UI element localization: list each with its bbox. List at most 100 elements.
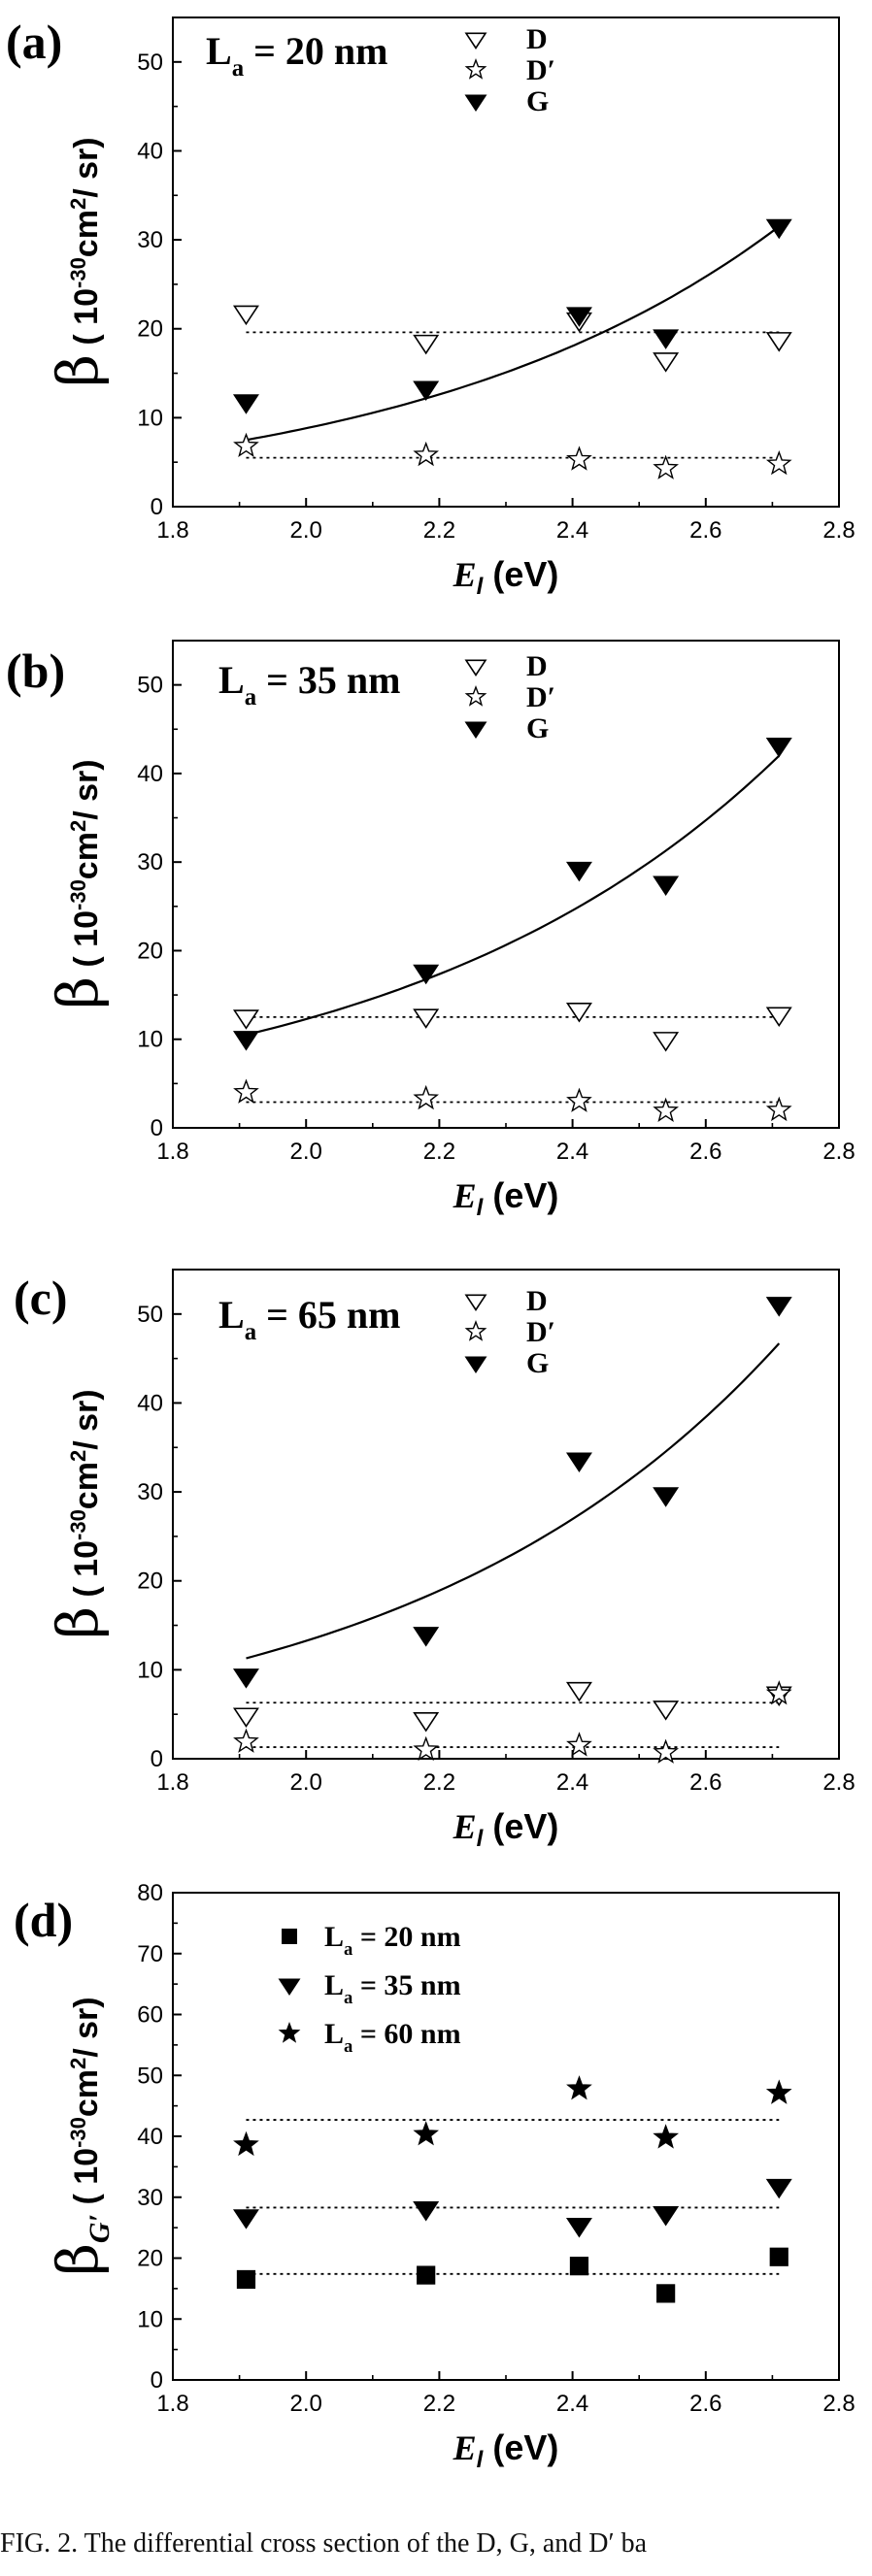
x-tick-label: 2.4 <box>556 1769 588 1796</box>
y-tick-label: 50 <box>137 1302 163 1328</box>
legend-marker <box>464 659 487 677</box>
data-point <box>413 2201 440 2222</box>
data-point <box>765 1680 792 1705</box>
y-tick-label: 30 <box>137 849 163 875</box>
data-point <box>413 1627 440 1647</box>
x-axis-label: El (eV) <box>453 2427 559 2473</box>
fit-curve-G <box>246 754 781 1037</box>
data-point <box>656 2284 676 2303</box>
data-point <box>566 446 592 471</box>
panel-label: (b) <box>6 644 65 698</box>
x-tick-label: 2.0 <box>290 2391 322 2417</box>
chart-panel-a: (a) 1.8 2.0 2.2 2.4 2.6 2.8 0 10 20 30 40 50 El (eV) β… <box>6 15 855 600</box>
data-point <box>769 2247 788 2266</box>
data-point <box>653 1701 680 1721</box>
y-tick-label: 10 <box>137 405 163 431</box>
y-tick-label: 40 <box>137 761 163 787</box>
data-point <box>413 380 440 401</box>
legend-marker <box>278 2022 301 2043</box>
data-point <box>653 1738 680 1764</box>
x-axis-label: El (eV) <box>453 1175 559 1221</box>
data-point <box>653 2206 680 2227</box>
data-point <box>413 1084 440 1110</box>
data-point <box>565 2217 592 2238</box>
data-point <box>765 332 792 352</box>
data-point <box>765 1096 792 1122</box>
legend: DD′G <box>464 650 555 744</box>
data-point <box>765 738 792 758</box>
data-point <box>232 305 259 326</box>
plot-frame <box>172 17 840 508</box>
legend-label: D <box>526 650 548 682</box>
y-tick-label: 20 <box>137 938 163 964</box>
y-tick-label: 60 <box>137 2002 163 2029</box>
y-tick-label: 20 <box>137 1569 163 1595</box>
x-tick-label: 2.4 <box>556 1139 588 1165</box>
legend-marker <box>464 1294 487 1311</box>
legend-label: La = 60 nm <box>324 2018 461 2057</box>
data-point <box>565 1452 592 1472</box>
legend-label: G <box>526 712 549 744</box>
y-tick-label: 20 <box>137 2246 163 2272</box>
size-annotation: La = 35 nm <box>218 658 400 710</box>
y-tick-label: 40 <box>137 1390 163 1416</box>
data-point <box>413 2121 439 2146</box>
data-point <box>566 1732 592 1757</box>
data-point <box>765 2079 792 2104</box>
data-point <box>653 329 680 349</box>
x-axis-label: El (eV) <box>453 554 559 600</box>
x-tick-label: 2.0 <box>290 1769 322 1796</box>
data-point <box>413 1008 440 1029</box>
data-point <box>765 449 792 476</box>
data-point <box>233 1078 259 1104</box>
legend-marker <box>464 1356 487 1373</box>
legend-label: La = 20 nm <box>324 1921 461 1960</box>
data-point <box>232 2209 259 2229</box>
y-axis-label: β ( 10-30cm2/ sr) <box>45 1389 111 1638</box>
legend-marker <box>464 32 487 50</box>
x-tick-label: 2.2 <box>423 1769 455 1796</box>
data-point <box>565 1681 592 1702</box>
legend-label: G <box>526 1347 549 1379</box>
legend: DD′G <box>464 23 555 117</box>
y-tick-label: 0 <box>151 494 163 520</box>
legend-marker <box>464 721 487 739</box>
y-tick-label: 30 <box>137 2185 163 2211</box>
y-tick-label: 0 <box>151 2367 163 2394</box>
legend-label: G <box>526 85 549 117</box>
x-tick-label: 1.8 <box>156 517 188 544</box>
y-tick-label: 50 <box>137 2063 163 2089</box>
data-point <box>653 352 680 373</box>
data-point <box>565 861 592 882</box>
y-tick-label: 30 <box>137 1479 163 1505</box>
data-point <box>565 1002 592 1023</box>
x-tick-label: 2.2 <box>423 2391 455 2417</box>
data-point <box>765 1007 792 1028</box>
y-tick-label: 20 <box>137 316 163 343</box>
legend-label: D′ <box>526 1316 555 1348</box>
fit-curve-G <box>246 1342 781 1660</box>
data-point <box>653 2124 680 2149</box>
x-tick-label: 2.8 <box>822 1139 855 1165</box>
x-tick-label: 2.6 <box>689 1139 721 1165</box>
plot-frame <box>172 640 840 1129</box>
data-point <box>765 2178 792 2199</box>
legend-marker <box>278 1978 301 1996</box>
x-tick-label: 2.2 <box>423 1139 455 1165</box>
data-point <box>417 2265 436 2285</box>
fit-curve-G <box>246 225 780 442</box>
x-axis-label: El (eV) <box>453 1806 559 1852</box>
legend-marker <box>464 94 487 112</box>
x-tick-label: 1.8 <box>156 1769 188 1796</box>
y-tick-label: 10 <box>137 1027 163 1053</box>
data-point <box>569 2257 589 2276</box>
y-tick-label: 50 <box>137 50 163 76</box>
data-point <box>565 307 592 327</box>
x-tick-label: 2.8 <box>822 1769 855 1796</box>
legend-label: D <box>526 1285 548 1317</box>
legend: La = 20 nm La = 35 nm La = 60 nm <box>278 1921 461 2057</box>
data-point <box>653 1097 680 1123</box>
data-point <box>653 1487 680 1507</box>
y-tick-label: 50 <box>137 673 163 699</box>
